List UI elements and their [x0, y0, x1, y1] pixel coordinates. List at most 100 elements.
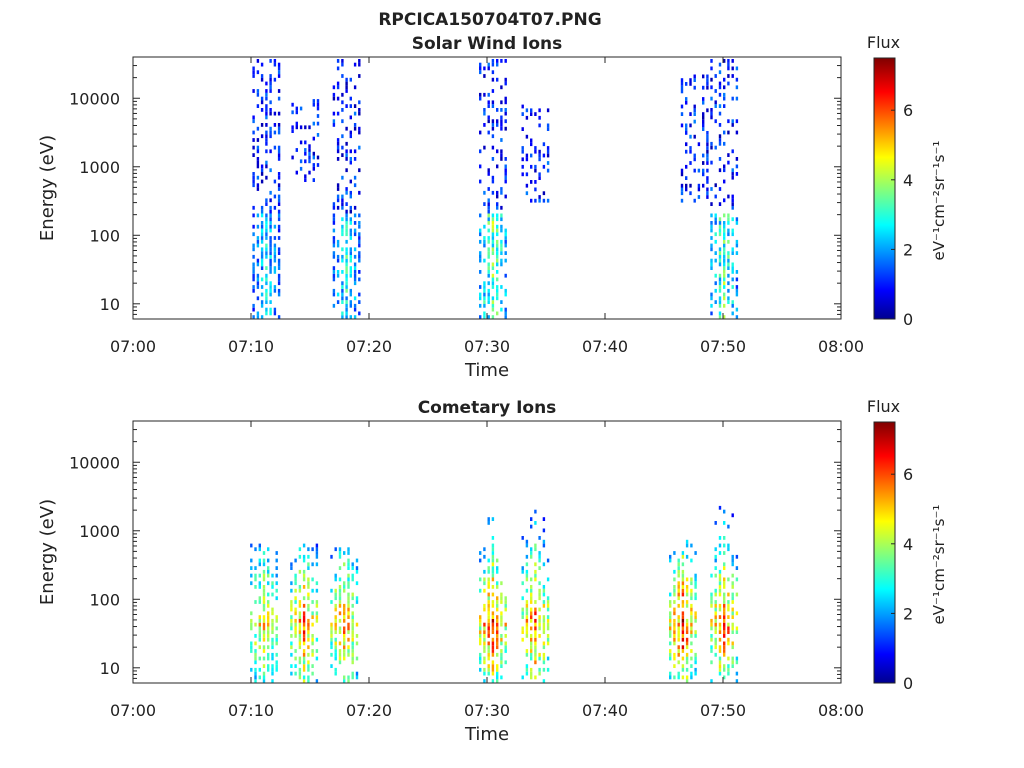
heatmap-cell [487, 104, 490, 108]
heatmap-cell [271, 573, 274, 578]
heatmap-cell [269, 134, 272, 139]
heatmap-cell [277, 172, 281, 176]
heatmap-cell [483, 660, 486, 665]
heatmap-cell [277, 70, 281, 75]
heatmap-cell [538, 667, 541, 672]
heatmap-cell [542, 539, 546, 544]
heatmap-cell [546, 656, 550, 661]
heatmap-cell [538, 558, 541, 563]
heatmap-cell [710, 108, 713, 112]
heatmap-cell [347, 622, 350, 627]
heatmap-cell [269, 285, 272, 289]
heatmap-cell [685, 123, 688, 128]
heatmap-cell [731, 622, 734, 627]
heatmap-cell [311, 634, 314, 638]
heatmap-cell [735, 221, 739, 225]
heatmap-cell [487, 622, 490, 627]
heatmap-cell [542, 164, 546, 169]
heatmap-cell [345, 281, 348, 286]
heatmap-cell [338, 652, 342, 657]
heatmap-cell [308, 170, 311, 175]
heatmap-cell [262, 577, 266, 582]
heatmap-cell [731, 630, 734, 634]
heatmap-cell [496, 296, 499, 301]
heatmap-cell [347, 551, 350, 555]
heatmap-cell [298, 645, 302, 650]
heatmap-cell [277, 130, 281, 135]
heatmap-cell [341, 232, 344, 237]
heatmap-cell [351, 637, 354, 642]
heatmap-cell [735, 164, 739, 169]
heatmap-cell [347, 592, 350, 597]
heatmap-cell [277, 213, 281, 218]
heatmap-cell [483, 656, 486, 661]
heatmap-cell [258, 543, 261, 548]
heatmap-cell [702, 153, 705, 158]
heatmap-cell [685, 187, 688, 192]
heatmap-cell [491, 217, 495, 222]
heatmap-cell [351, 652, 354, 657]
heatmap-cell [487, 239, 490, 244]
heatmap-cell [302, 664, 306, 668]
heatmap-cell [479, 92, 482, 97]
heatmap-cell [496, 596, 499, 601]
heatmap-cell [690, 641, 693, 646]
heatmap-cell [483, 190, 486, 195]
heatmap-cell [345, 202, 348, 206]
heatmap-cell [546, 618, 550, 623]
heatmap-cell [718, 573, 722, 578]
heatmap-cell [260, 232, 264, 237]
heatmap-cell [525, 634, 529, 638]
heatmap-cell [487, 262, 490, 267]
heatmap-cell [491, 303, 495, 308]
heatmap-cell [735, 285, 739, 289]
heatmap-cell [718, 543, 722, 548]
heatmap-cell [479, 656, 482, 661]
heatmap-cell [727, 130, 730, 135]
heatmap-cell [538, 652, 541, 657]
heatmap-cell [731, 205, 734, 210]
heatmap-cell [710, 213, 713, 218]
heatmap-cell [487, 569, 490, 574]
heatmap-cell [718, 281, 722, 286]
heatmap-cell [347, 675, 350, 680]
heatmap-cell [685, 600, 689, 604]
heatmap-cell [723, 228, 726, 233]
heatmap-cell [267, 652, 270, 657]
heatmap-cell [735, 288, 739, 293]
heatmap-cell [275, 634, 278, 638]
heatmap-cell [332, 273, 336, 278]
heatmap-cell [341, 100, 344, 105]
heatmap-cell [275, 596, 278, 601]
heatmap-cell [332, 251, 336, 255]
heatmap-cell [718, 92, 722, 97]
heatmap-cell [330, 645, 333, 650]
heatmap-cell [496, 123, 499, 127]
heatmap-cell [353, 262, 357, 267]
heatmap-cell [271, 618, 274, 623]
heatmap-cell [487, 634, 490, 638]
heatmap-cell [731, 592, 734, 597]
heatmap-cell [479, 577, 482, 582]
heatmap-cell [291, 155, 294, 160]
burst-3 [332, 59, 361, 319]
heatmap-cell [336, 300, 340, 304]
heatmap-cell [546, 558, 550, 563]
heatmap-cell [290, 603, 293, 608]
heatmap-cell [353, 232, 357, 237]
heatmap-cell [260, 224, 264, 229]
heatmap-cell [710, 296, 713, 301]
heatmap-cell [256, 175, 260, 180]
heatmap-cell [311, 637, 314, 642]
heatmap-cell [723, 585, 726, 589]
heatmap-cell [277, 183, 281, 188]
heatmap-cell [677, 637, 680, 642]
heatmap-cell [534, 649, 537, 653]
x-tick-label: 08:00 [818, 337, 864, 356]
heatmap-cell [718, 157, 722, 161]
heatmap-cell [260, 108, 264, 112]
heatmap-cell [685, 543, 689, 548]
heatmap-cell [491, 660, 495, 665]
heatmap-cell [491, 236, 495, 240]
heatmap-cell [504, 168, 507, 173]
